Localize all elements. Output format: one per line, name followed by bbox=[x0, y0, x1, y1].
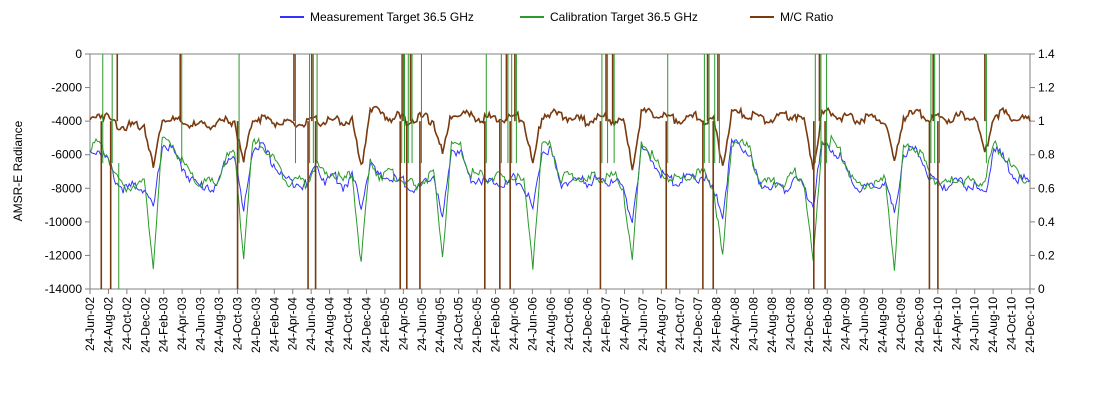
x-tick-label: 24-Jun-04 bbox=[304, 297, 318, 351]
x-tick-label: 24-Aug-04 bbox=[323, 297, 337, 353]
y-tick-label: -14000 bbox=[45, 282, 83, 296]
y-axis-left: 0 -2000 -4000 -6000 -8000 -10000 -12000 -14000 bbox=[45, 47, 90, 296]
x-tick-label: 24-Feb-09 bbox=[820, 297, 834, 353]
legend-swatch-ratio bbox=[750, 16, 774, 18]
x-tick-label: 24-Oct-03 bbox=[230, 297, 244, 351]
y-axis-right: 1.4 1.2 1 0.8 0.6 0.4 0.2 0 bbox=[1030, 47, 1055, 296]
y-tick-label: -6000 bbox=[51, 148, 82, 162]
y-tick-label: -4000 bbox=[51, 114, 82, 128]
x-tick-label: 24-Jun-05 bbox=[415, 297, 429, 351]
plot-border bbox=[89, 53, 1031, 290]
x-tick-label: 24-Jun-06 bbox=[525, 297, 539, 351]
y2-tick-label: 1.4 bbox=[1038, 47, 1055, 61]
x-tick-label: 24-Oct-04 bbox=[341, 297, 355, 351]
x-tick-label: 24-Feb-06 bbox=[488, 297, 502, 353]
y2-tick-label: 0.2 bbox=[1038, 248, 1055, 262]
x-tick-label: 24-Jun-09 bbox=[857, 297, 871, 351]
x-tick-label: 24-Apr-04 bbox=[286, 297, 300, 351]
x-tick-label: 24-Oct-07 bbox=[673, 297, 687, 351]
x-tick-label: 24-Apr-07 bbox=[618, 297, 632, 351]
x-tick-label: 24-Apr-03 bbox=[175, 297, 189, 351]
x-tick-label: 24-Apr-05 bbox=[396, 297, 410, 351]
chart-legend: Measurement Target 36.5 GHz Calibration … bbox=[0, 10, 1113, 30]
legend-swatch-measurement bbox=[280, 16, 304, 18]
y2-tick-label: 1 bbox=[1038, 114, 1045, 128]
x-tick-label: 24-Dec-09 bbox=[912, 297, 926, 353]
x-tick-label: 24-Oct-06 bbox=[562, 297, 576, 351]
x-tick-label: 24-Feb-07 bbox=[599, 297, 613, 353]
x-tick-label: 24-Jun-08 bbox=[747, 297, 761, 351]
x-tick-label: 24-Apr-10 bbox=[949, 297, 963, 351]
x-tick-label: 24-Dec-06 bbox=[581, 297, 595, 353]
y2-tick-label: 0.8 bbox=[1038, 148, 1055, 162]
x-tick-label: 24-Aug-06 bbox=[544, 297, 558, 353]
x-tick-label: 24-Oct-02 bbox=[120, 297, 134, 351]
y2-tick-label: 0.6 bbox=[1038, 181, 1055, 195]
x-tick-label: 24-Feb-03 bbox=[157, 297, 171, 353]
x-tick-label: 24-Aug-03 bbox=[212, 297, 226, 353]
x-tick-label: 24-Aug-02 bbox=[101, 297, 115, 353]
x-tick-label: 24-Aug-05 bbox=[433, 297, 447, 353]
y-axis-title: AMSR-E Radiance bbox=[11, 120, 25, 221]
x-tick-label: 24-Aug-10 bbox=[986, 297, 1000, 353]
ratio-series-line bbox=[89, 105, 1031, 171]
legend-item-calibration: Calibration Target 36.5 GHz bbox=[520, 10, 698, 24]
x-tick-label: 24-Apr-08 bbox=[728, 297, 742, 351]
x-tick-label: 24-Dec-10 bbox=[1023, 297, 1037, 353]
y2-tick-label: 1.2 bbox=[1038, 81, 1055, 95]
legend-swatch-calibration bbox=[520, 16, 544, 18]
x-tick-label: 24-Oct-10 bbox=[1005, 297, 1019, 351]
y-tick-label: -10000 bbox=[45, 215, 83, 229]
x-tick-label: 24-Dec-05 bbox=[470, 297, 484, 353]
x-tick-label: 24-Apr-06 bbox=[507, 297, 521, 351]
x-tick-label: 24-Feb-04 bbox=[267, 297, 281, 353]
x-tick-label: 24-Dec-02 bbox=[138, 297, 152, 353]
y-tick-label: 0 bbox=[75, 47, 82, 61]
x-tick-label: 24-Jun-07 bbox=[636, 297, 650, 351]
x-tick-label: 24-Dec-08 bbox=[802, 297, 816, 353]
plot-area bbox=[89, 53, 1031, 290]
x-tick-label: 24-Aug-08 bbox=[765, 297, 779, 353]
x-tick-label: 24-Oct-08 bbox=[783, 297, 797, 351]
x-axis: 24-Jun-02 24-Aug-02 24-Oct-02 24-Dec-02 24-F… bbox=[83, 289, 1037, 353]
calibration-series-line bbox=[89, 133, 1031, 271]
y-tick-label: -2000 bbox=[51, 81, 82, 95]
y2-tick-label: 0 bbox=[1038, 282, 1045, 296]
legend-label-calibration: Calibration Target 36.5 GHz bbox=[550, 10, 698, 24]
x-tick-label: 24-Feb-10 bbox=[931, 297, 945, 353]
x-tick-label: 24-Aug-07 bbox=[654, 297, 668, 353]
series-layer bbox=[89, 54, 1031, 289]
x-tick-label: 24-Dec-04 bbox=[359, 297, 373, 353]
x-tick-label: 24-Dec-07 bbox=[691, 297, 705, 353]
x-tick-label: 24-Oct-05 bbox=[452, 297, 466, 351]
y-tick-label: -8000 bbox=[51, 181, 82, 195]
x-tick-label: 24-Jun-10 bbox=[968, 297, 982, 351]
legend-item-measurement: Measurement Target 36.5 GHz bbox=[280, 10, 474, 24]
legend-item-ratio: M/C Ratio bbox=[750, 10, 833, 24]
x-tick-label: 24-Oct-09 bbox=[894, 297, 908, 351]
x-tick-label: 24-Apr-09 bbox=[839, 297, 853, 351]
x-tick-label: 24-Aug-09 bbox=[876, 297, 890, 353]
x-tick-label: 24-Feb-05 bbox=[378, 297, 392, 353]
x-tick-label: 24-Feb-08 bbox=[710, 297, 724, 353]
x-tick-label: 24-Jun-02 bbox=[83, 297, 97, 351]
y2-tick-label: 0.4 bbox=[1038, 215, 1055, 229]
legend-label-measurement: Measurement Target 36.5 GHz bbox=[310, 10, 474, 24]
legend-label-ratio: M/C Ratio bbox=[780, 10, 834, 24]
x-tick-label: 24-Dec-03 bbox=[249, 297, 263, 353]
x-tick-label: 24-Jun-03 bbox=[194, 297, 208, 351]
y-tick-label: -12000 bbox=[45, 248, 83, 262]
